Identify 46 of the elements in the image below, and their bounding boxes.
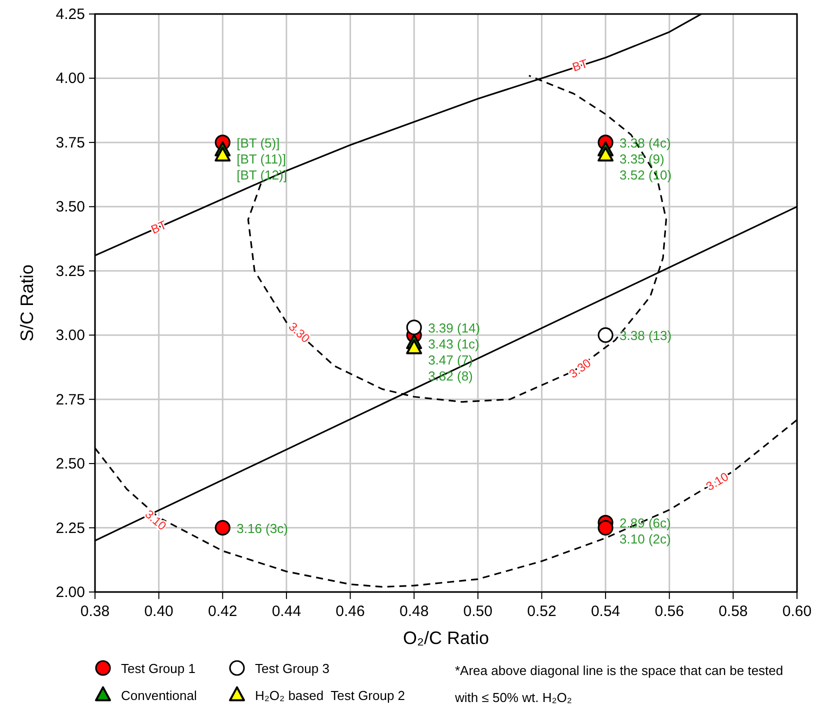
y-tick-label: 3.75	[56, 134, 85, 152]
annotation: [BT (5)]	[236, 135, 280, 150]
x-tick-label: 0.46	[336, 603, 365, 620]
y-tick-label: 4.25	[56, 6, 85, 23]
y-tick-label: 2.25	[56, 520, 85, 537]
annotation: 3.10 (2c)	[620, 532, 671, 547]
x-tick-label: 0.48	[399, 603, 429, 620]
annotation: 3.38 (13)	[620, 328, 672, 344]
annotation: BT	[570, 56, 590, 74]
annotation: 3.30	[286, 320, 313, 346]
x-tick-label: 0.54	[590, 603, 620, 620]
annotation: 3.47 (7)	[428, 352, 473, 368]
annotation: [BT (11)]	[236, 151, 286, 166]
x-tick-label: 0.42	[208, 603, 238, 620]
x-tick-label: 0.38	[80, 603, 110, 620]
annotation: BT	[148, 217, 170, 237]
x-tick-label: 0.60	[782, 603, 812, 620]
annotation: 3.38 (4c)	[620, 135, 671, 150]
text: *Area above diagonal line is the space that can be tested with ≤ 50% wt. H₂O₂	[455, 662, 784, 707]
annotation: 3.10	[704, 469, 732, 494]
legend-label: H₂O₂ based Test Group 2	[255, 688, 406, 703]
x-axis-title: O₂/C Ratio	[402, 628, 490, 648]
x-tick-label: 0.58	[718, 603, 748, 620]
annotation: 3.43 (1c)	[428, 336, 480, 352]
annotation: 3.16 (3c)	[236, 520, 288, 536]
legend-label: Test Group 3	[255, 661, 330, 676]
y-tick-label: 3.00	[56, 327, 85, 344]
y-tick-label: 4.00	[56, 70, 85, 88]
y-tick-label: 2.50	[56, 456, 85, 473]
y-tick-label: 3.25	[56, 262, 85, 280]
y-tick-label: 3.50	[56, 198, 85, 216]
legend-label: Test Group 1	[121, 661, 196, 676]
x-tick-label: 0.52	[527, 603, 556, 620]
annotation: 3.39 (14)	[428, 320, 480, 336]
annotation: 3.10	[142, 507, 170, 534]
annotation: 3.30	[566, 356, 594, 382]
y-axis-title: S/C Ratio	[17, 264, 37, 342]
x-tick-label: 0.44	[272, 603, 302, 620]
x-tick-label: 0.40	[144, 603, 174, 620]
x-tick-label: 0.50	[463, 603, 493, 620]
y-tick-label: 2.00	[56, 584, 85, 601]
x-tick-label: 0.56	[654, 603, 684, 620]
annotation: 2.89 (6c)	[620, 516, 671, 531]
annotation: 3.35 (9)	[620, 151, 664, 166]
y-tick-label: 2.75	[56, 391, 85, 408]
legend-label: Conventional	[121, 688, 197, 703]
